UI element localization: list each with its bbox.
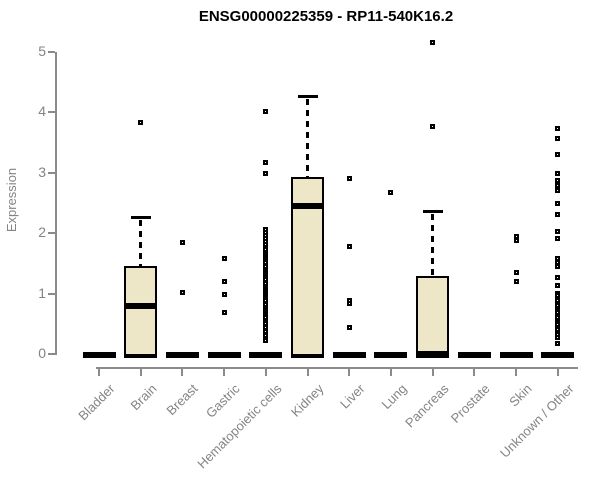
y-tick-label: 0	[38, 345, 46, 361]
outlier-point-liver	[346, 244, 352, 250]
x-tick	[515, 369, 517, 376]
box-whisker-kidney	[306, 98, 309, 178]
outlier-point-hematopoietic-cells	[263, 337, 269, 343]
zero-bar-hematopoietic-cells	[249, 352, 283, 358]
x-tick	[389, 369, 392, 376]
outlier-point-hematopoietic-cells	[263, 333, 269, 339]
outlier-point-unknown-other	[555, 260, 561, 266]
whisker-cap-pancreas	[422, 210, 443, 214]
outlier-point-lung	[388, 189, 394, 195]
zero-bar-bladder	[82, 352, 116, 358]
zero-bar-liver	[332, 352, 366, 358]
y-tick	[48, 292, 55, 295]
x-tick	[431, 369, 434, 376]
outlier-point-unknown-other	[555, 264, 561, 270]
outlier-point-breast	[179, 289, 185, 295]
box-plot-box-brain	[124, 266, 158, 356]
x-tick	[223, 369, 226, 376]
box-whisker-brain	[139, 219, 143, 267]
outlier-point-unknown-other	[555, 235, 561, 241]
outlier-point-unknown-other	[555, 274, 561, 280]
outlier-point-hematopoietic-cells	[263, 329, 269, 335]
y-tick	[48, 353, 55, 355]
y-tick	[48, 111, 55, 113]
y-tick-label: 1	[38, 284, 46, 301]
outlier-point-unknown-other	[555, 126, 561, 132]
y-tick-label: 3	[38, 163, 46, 180]
zero-bar-lung	[374, 352, 408, 358]
y-axis-title: Expression	[4, 167, 19, 233]
outlier-point-skin	[513, 233, 519, 239]
outlier-point-unknown-other	[555, 178, 561, 184]
x-axis-line	[96, 367, 578, 369]
outlier-point-unknown-other	[555, 182, 561, 188]
box-whisker-pancreas	[431, 214, 435, 276]
outlier-point-breast	[179, 239, 185, 245]
outlier-point-skin	[513, 278, 519, 284]
x-tick	[556, 369, 559, 376]
y-axis-line	[55, 51, 57, 355]
outlier-point-brain	[138, 119, 144, 125]
outlier-point-hematopoietic-cells	[263, 324, 269, 330]
x-tick	[306, 369, 309, 376]
y-tick-label: 2	[38, 224, 46, 240]
box-plot-box-pancreas	[416, 275, 450, 356]
outlier-point-unknown-other	[555, 283, 561, 289]
zero-bar-breast	[165, 352, 199, 358]
outlier-point-gastric	[221, 291, 227, 297]
outlier-point-gastric	[221, 255, 227, 261]
outlier-point-gastric	[221, 309, 227, 315]
outlier-point-hematopoietic-cells	[263, 170, 269, 176]
outlier-point-liver	[346, 176, 352, 182]
outlier-point-unknown-other	[555, 228, 561, 234]
x-tick	[473, 369, 476, 376]
chart-title: ENSG00000225359 - RP11-540K16.2	[198, 8, 454, 25]
zero-bar-skin	[499, 352, 533, 358]
x-tick	[139, 369, 142, 376]
whisker-cap-brain	[130, 215, 151, 219]
y-tick-label: 5	[38, 42, 46, 59]
x-tick	[348, 369, 351, 376]
y-tick	[48, 171, 55, 174]
zero-bar-unknown-other	[541, 352, 575, 358]
y-tick	[48, 232, 55, 234]
outlier-point-pancreas	[430, 39, 436, 45]
outlier-point-hematopoietic-cells	[263, 159, 269, 165]
outlier-point-unknown-other	[555, 211, 561, 217]
outlier-point-pancreas	[430, 124, 436, 130]
y-tick-label: 4	[38, 103, 46, 119]
outlier-point-unknown-other	[555, 334, 561, 340]
outlier-point-liver	[346, 325, 352, 331]
outlier-point-unknown-other	[555, 135, 561, 141]
outlier-point-unknown-other	[555, 201, 561, 207]
outlier-point-skin	[513, 237, 519, 243]
zero-bar-gastric	[207, 352, 241, 358]
box-median-pancreas	[418, 351, 448, 357]
x-tick	[181, 369, 184, 376]
whisker-cap-kidney	[297, 94, 318, 98]
outlier-point-liver	[346, 301, 352, 307]
outlier-point-skin	[513, 269, 519, 275]
outlier-point-unknown-other	[555, 151, 561, 157]
y-tick	[48, 50, 55, 53]
outlier-point-unknown-other	[555, 187, 561, 193]
x-tick	[264, 369, 267, 376]
outlier-point-unknown-other	[555, 340, 561, 346]
outlier-point-hematopoietic-cells	[263, 108, 269, 114]
x-tick	[98, 369, 100, 376]
box-median-kidney	[293, 203, 322, 210]
zero-bar-prostate	[457, 352, 491, 358]
box-median-brain	[126, 302, 156, 309]
outlier-point-unknown-other	[555, 170, 561, 176]
outlier-point-unknown-other	[555, 255, 561, 261]
outlier-point-gastric	[221, 278, 227, 284]
